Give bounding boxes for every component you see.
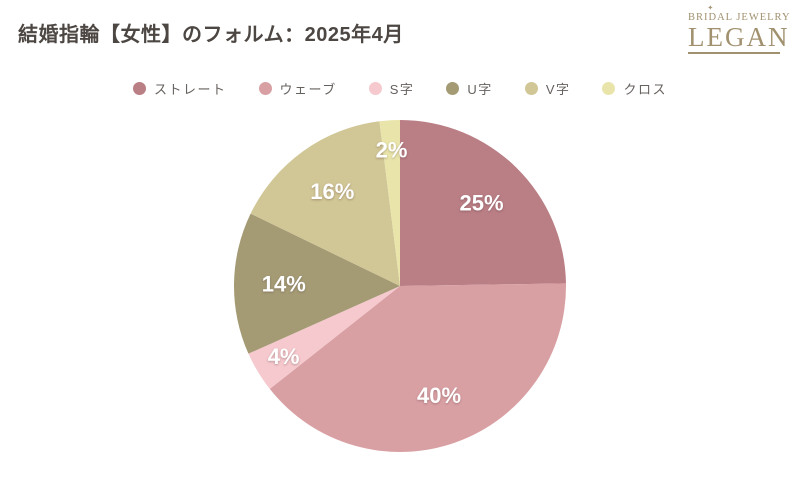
pie-slice-3 (233, 213, 400, 354)
pie-slice-4 (250, 121, 400, 286)
pie-slice-value-label-2: 4% (268, 344, 300, 369)
legend-color-dot (446, 82, 460, 95)
brand-logo: ✦ BRIDAL JEWELRY LEGAN (688, 5, 790, 55)
pie-slice-value-label-1: 40% (417, 383, 461, 408)
pie-slice-value-label-4: 16% (310, 179, 354, 204)
brand-logo-subtitle-text: BRIDAL JEWELRY (688, 12, 791, 23)
pie-slice-2 (248, 286, 400, 389)
pie-chart: 25% 40% 4% 14% 16% 2% (230, 116, 570, 456)
legend-item-5: クロス (602, 79, 667, 98)
legend-color-dot (602, 82, 616, 95)
legend-item-label: U字 (467, 82, 493, 97)
page-title: 結婚指輪【女性】のフォルム：2025年4月 (18, 24, 404, 46)
legend-item-label: V字 (545, 82, 571, 97)
legend-item-4: V字 (524, 79, 571, 98)
chart-legend: ストレート ウェーブ S字 U字 V字 クロス (0, 79, 800, 98)
brand-logo-subtitle: ✦ BRIDAL JEWELRY (688, 5, 790, 24)
legend-item-3: U字 (446, 79, 492, 98)
legend-item-label: クロス (623, 82, 667, 97)
legend-item-2: S字 (368, 79, 415, 98)
legend-item-0: ストレート (133, 79, 227, 98)
legend-color-dot (258, 82, 272, 95)
legend-item-label: ストレート (154, 82, 227, 97)
pie-slice-0 (400, 120, 566, 286)
pie-slice-1 (269, 283, 566, 452)
sparkle-icon: ✦ (707, 4, 715, 12)
pie-slice-5 (379, 120, 400, 286)
pie-chart-svg: 25% 40% 4% 14% 16% 2% (233, 120, 566, 452)
legend-item-1: ウェーブ (258, 79, 337, 98)
pie-slice-value-label-5: 2% (376, 138, 408, 163)
pie-slice-value-label-0: 25% (459, 191, 503, 216)
brand-logo-wordmark: LEGAN (688, 23, 787, 55)
pie-slice-value-label-3: 14% (262, 272, 306, 297)
legend-color-dot (368, 82, 382, 95)
legend-item-label: S字 (389, 82, 415, 97)
legend-color-dot (524, 82, 538, 95)
legend-color-dot (133, 82, 146, 95)
legend-item-label: ウェーブ (279, 82, 337, 97)
